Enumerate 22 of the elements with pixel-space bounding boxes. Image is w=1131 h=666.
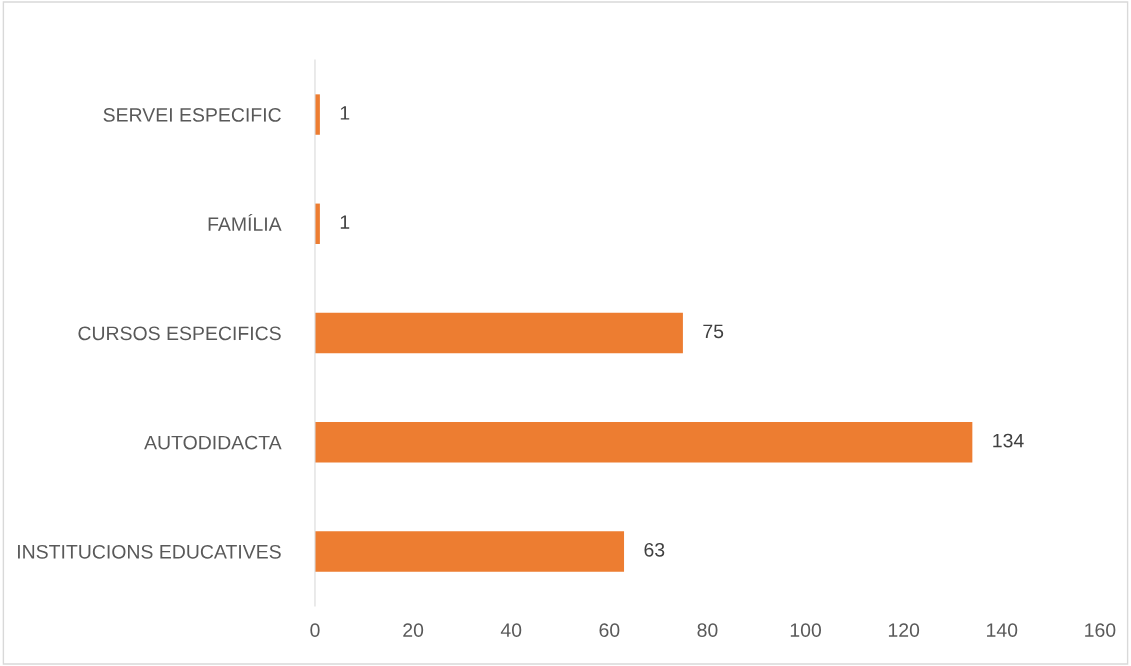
data-label: 75	[703, 324, 724, 339]
x-tick-label: 160	[1085, 623, 1116, 638]
y-tick-label: CURSOS ESPECIFICS	[78, 326, 281, 341]
x-tick-label: 0	[310, 623, 320, 638]
y-tick-label: INSTITUCIONS EDUCATIVES	[18, 544, 281, 559]
y-tick-label: FAMÍLIA	[208, 213, 282, 231]
y-tick-label: SERVEI ESPECIFIC	[103, 108, 281, 122]
bar	[314, 531, 625, 572]
x-tick-label: 100	[790, 623, 822, 638]
x-tick-label: 20	[403, 623, 424, 638]
x-tick-label: 40	[500, 623, 522, 638]
x-tick-label: 80	[697, 623, 718, 638]
data-label: 63	[644, 542, 665, 557]
x-tick-label: 140	[987, 623, 1018, 638]
x-tick-label: 120	[888, 623, 920, 638]
x-tick-label: 60	[599, 623, 620, 638]
data-label: 1	[340, 106, 350, 120]
data-label: 1	[340, 215, 350, 229]
bar	[314, 312, 683, 354]
data-label: 134	[993, 433, 1024, 448]
y-tick-label: AUTODIDACTA	[144, 435, 282, 450]
bar	[314, 422, 973, 463]
